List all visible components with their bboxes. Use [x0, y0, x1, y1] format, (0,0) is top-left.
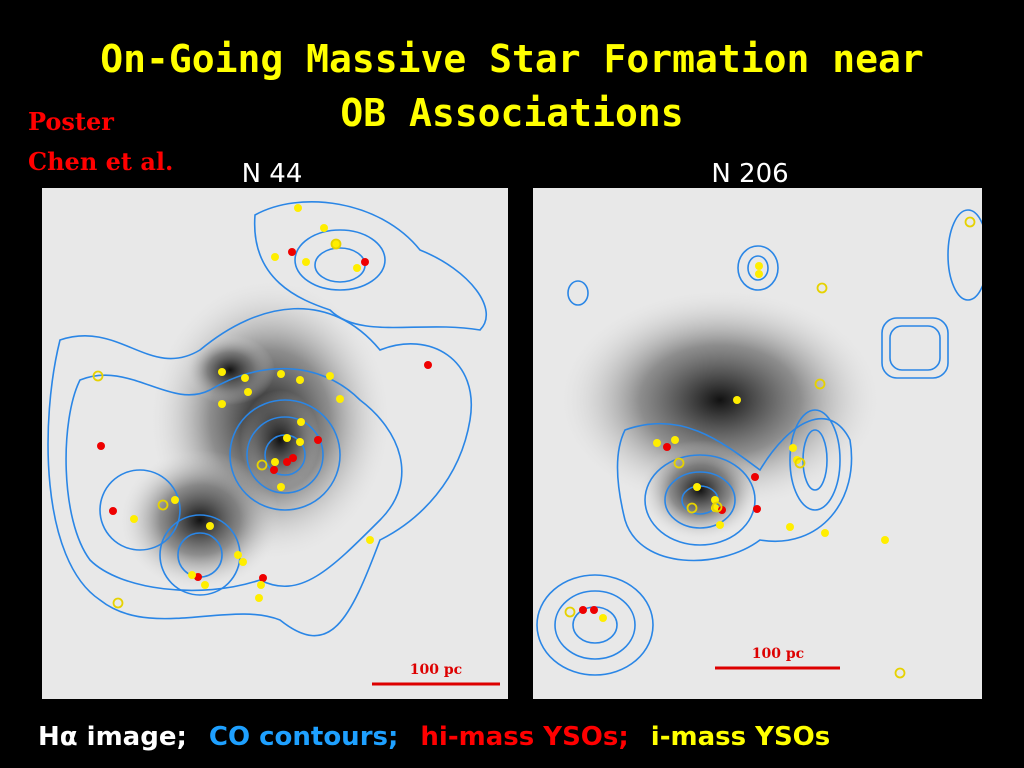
- yso-dot: [332, 240, 340, 248]
- yso-dot: [255, 594, 263, 602]
- yso-ring: [564, 606, 576, 618]
- yso-dot: [277, 370, 285, 378]
- yso-dot: [277, 483, 285, 491]
- n44-image: [42, 188, 508, 699]
- yso-dot: [283, 434, 291, 442]
- yso-dot: [218, 400, 226, 408]
- yso-dot: [671, 436, 679, 444]
- yso-dot: [320, 224, 328, 232]
- yso-dot: [271, 458, 279, 466]
- yso-ring: [711, 501, 723, 513]
- panel-label: N 206: [711, 159, 788, 189]
- legend-item: Hα image;: [38, 722, 187, 752]
- yso-dot: [590, 606, 598, 614]
- legend-item: hi-mass YSOs;: [420, 722, 628, 752]
- yso-dot: [753, 505, 761, 513]
- yso-ring: [686, 502, 698, 514]
- title-line: OB Associations: [340, 91, 683, 135]
- yso-dot: [271, 253, 279, 261]
- yso-dot: [201, 581, 209, 589]
- yso-dot: [188, 571, 196, 579]
- yso-dot: [259, 574, 267, 582]
- yso-dot: [653, 439, 661, 447]
- yso-dot: [289, 454, 297, 462]
- yso-ring: [256, 459, 268, 471]
- yso-dot: [755, 270, 763, 278]
- yso-dot: [296, 376, 304, 384]
- yso-dot: [579, 606, 587, 614]
- yso-ring: [112, 597, 124, 609]
- yso-dot: [296, 438, 304, 446]
- yso-dot: [257, 581, 265, 589]
- poster-line: Chen et al.: [28, 147, 173, 176]
- scale-label: 100 pc: [752, 646, 804, 662]
- yso-dot: [314, 436, 322, 444]
- yso-dot: [786, 523, 794, 531]
- yso-dot: [693, 483, 701, 491]
- yso-dot: [244, 388, 252, 396]
- yso-ring: [816, 282, 828, 294]
- yso-dot: [716, 521, 724, 529]
- yso-dot: [733, 396, 741, 404]
- yso-dot: [326, 372, 334, 380]
- yso-dot: [718, 506, 726, 514]
- poster-line: Poster: [28, 107, 114, 136]
- yso-ring: [330, 238, 342, 250]
- yso-dot: [239, 558, 247, 566]
- yso-dot: [297, 418, 305, 426]
- yso-dot: [206, 522, 214, 530]
- yso-dot: [755, 262, 763, 270]
- yso-dot: [97, 442, 105, 450]
- yso-dot: [130, 515, 138, 523]
- yso-dot: [751, 473, 759, 481]
- yso-dot: [234, 551, 242, 559]
- yso-dot: [361, 258, 369, 266]
- scale-label: 100 pc: [410, 662, 462, 678]
- yso-markers: [92, 204, 976, 679]
- yso-dot: [353, 264, 361, 272]
- yso-dot: [663, 443, 671, 451]
- title-line: On-Going Massive Star Formation near: [100, 37, 924, 81]
- yso-ring: [157, 499, 169, 511]
- yso-dot: [599, 614, 607, 622]
- yso-ring: [794, 457, 806, 469]
- yso-ring: [964, 216, 976, 228]
- yso-dot: [336, 395, 344, 403]
- yso-dot: [171, 496, 179, 504]
- yso-ring: [92, 370, 104, 382]
- yso-ring: [673, 457, 685, 469]
- yso-dot: [424, 361, 432, 369]
- yso-ring: [814, 378, 826, 390]
- yso-dot: [241, 374, 249, 382]
- legend-item: CO contours;: [209, 722, 399, 752]
- yso-dot: [109, 507, 117, 515]
- yso-dot: [283, 458, 291, 466]
- yso-dot: [302, 258, 310, 266]
- legend: Hα image; CO contours; hi-mass YSOs; i-mass…: [38, 722, 830, 752]
- yso-dot: [821, 529, 829, 537]
- yso-dot: [218, 368, 226, 376]
- yso-dot: [366, 536, 374, 544]
- yso-dot: [789, 444, 797, 452]
- panel-label: N 44: [242, 159, 303, 189]
- yso-dot: [288, 248, 296, 256]
- yso-ring: [894, 667, 906, 679]
- legend-item: i-mass YSOs: [651, 722, 830, 752]
- yso-dot: [881, 536, 889, 544]
- yso-dot: [294, 204, 302, 212]
- yso-dot: [270, 466, 278, 474]
